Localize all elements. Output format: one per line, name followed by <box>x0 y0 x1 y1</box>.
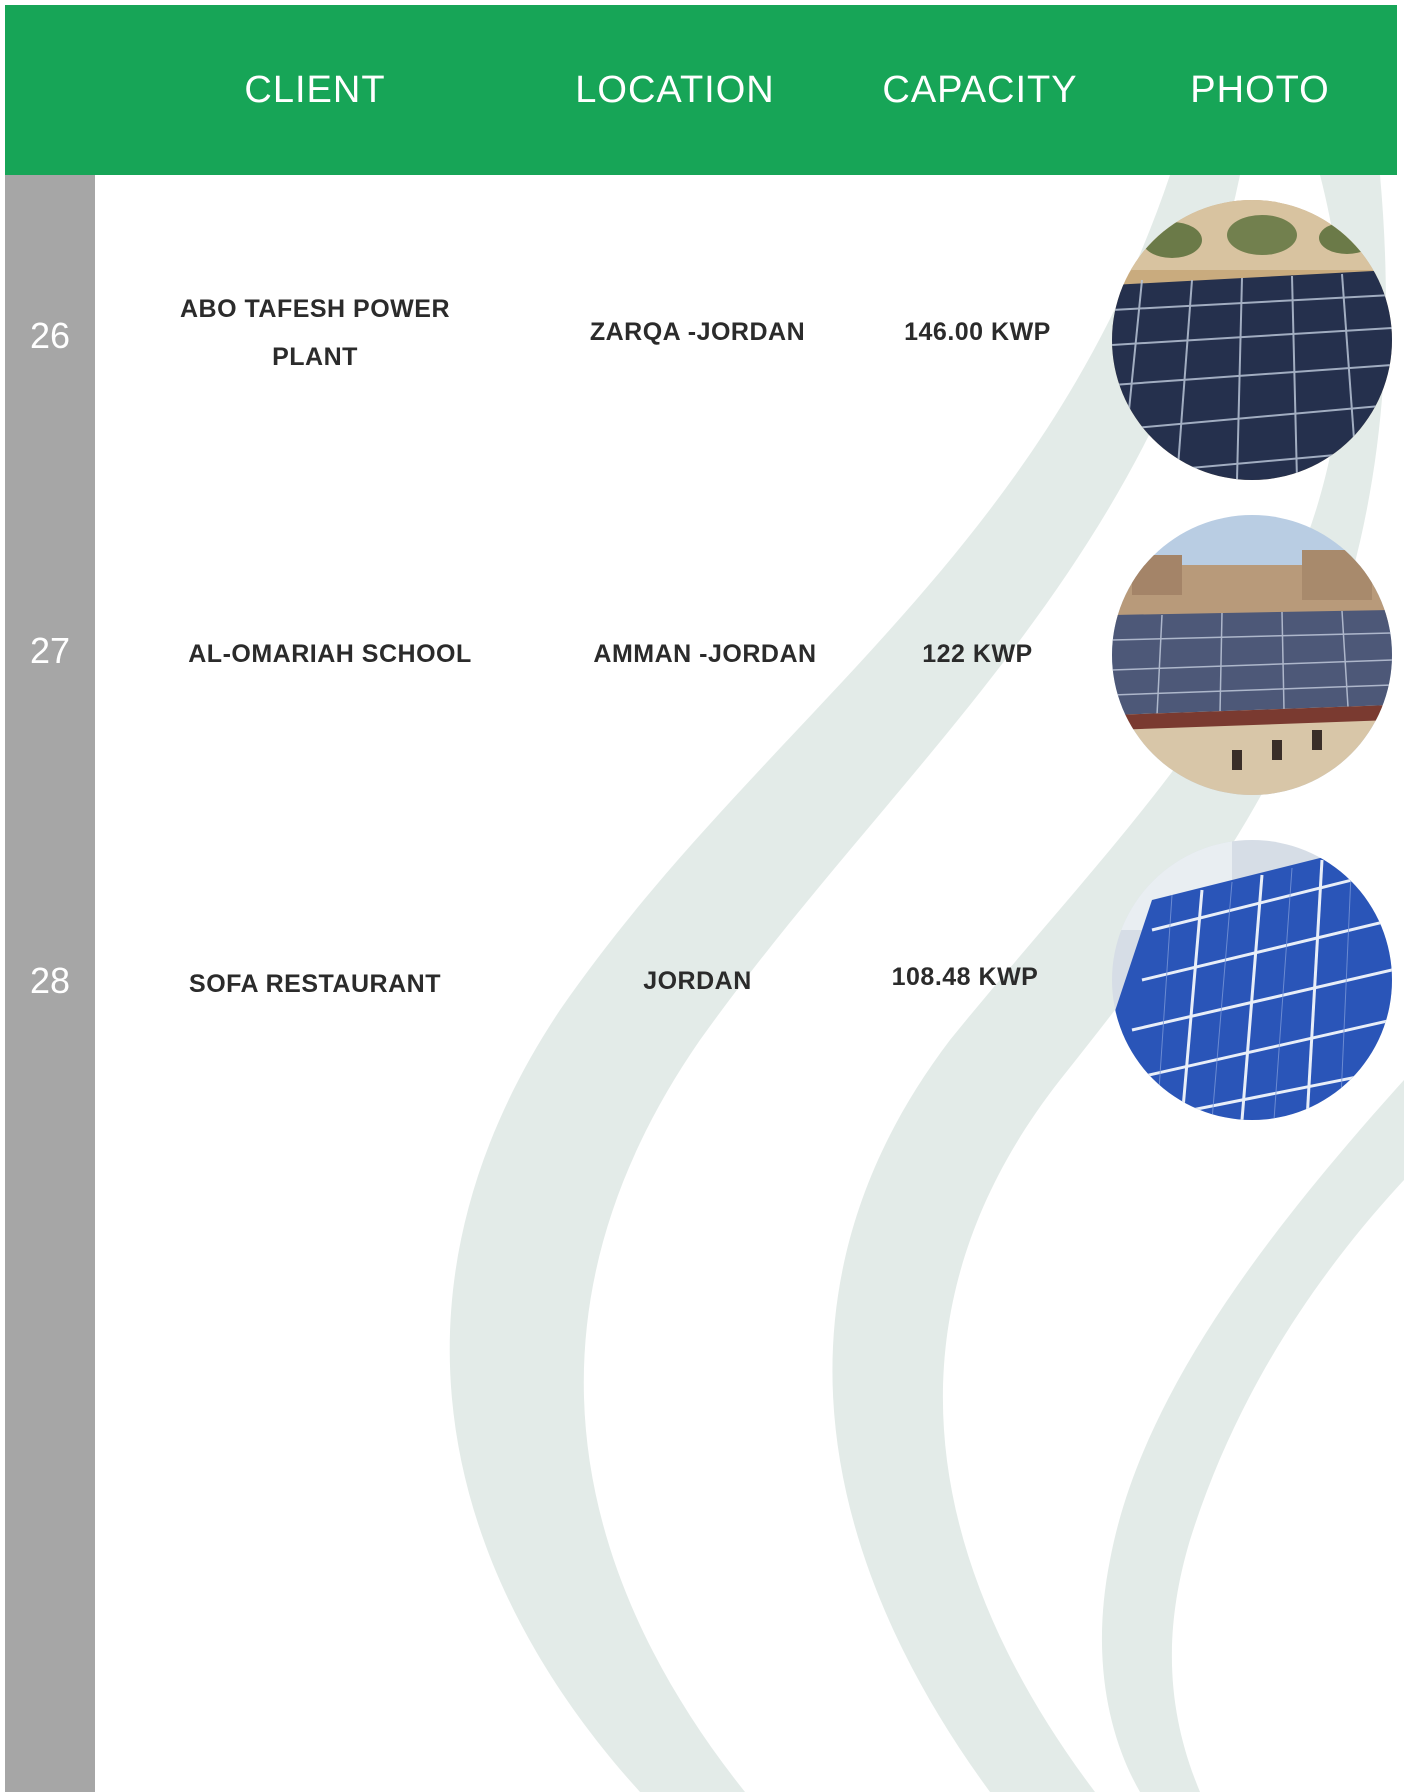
wave-shape-2 <box>832 175 1386 1792</box>
column-header-location: LOCATION <box>575 69 775 111</box>
project-photo <box>1112 515 1392 795</box>
wave-shape-3 <box>1101 1080 1404 1792</box>
table-header: CLIENT LOCATION CAPACITY PHOTO <box>5 5 1397 175</box>
location-value: JORDAN <box>643 967 752 995</box>
column-header-capacity: CAPACITY <box>882 69 1078 111</box>
client-name-line: AL-OMARIAH SCHOOL <box>188 640 472 668</box>
client-name-line: PLANT <box>272 343 358 371</box>
capacity-value: 108.48 KWP <box>891 963 1039 991</box>
rooftop-solar-school-photo <box>1112 515 1392 795</box>
project-photo <box>1112 200 1392 480</box>
row-number: 28 <box>29 960 71 1001</box>
wave-shape-1 <box>449 175 1240 1792</box>
column-header-photo: PHOTO <box>1190 69 1330 111</box>
column-header-client: CLIENT <box>244 69 386 111</box>
capacity-value: 146.00 KWP <box>904 318 1051 346</box>
capacity-value: 122 KWP <box>922 640 1033 668</box>
row-number-sidebar <box>5 175 95 1792</box>
blue-solar-panels-closeup-photo <box>1112 840 1392 1120</box>
client-name: AL-OMARIAH SCHOOL <box>160 630 500 678</box>
client-name: ABO TAFESH POWER PLANT <box>150 285 480 381</box>
client-name-line: ABO TAFESH POWER <box>179 295 451 323</box>
row-number: 27 <box>29 630 71 671</box>
location-value: AMMAN -JORDAN <box>593 640 817 668</box>
client-name: SOFA RESTAURANT <box>150 960 480 1008</box>
row-number: 26 <box>29 315 71 356</box>
project-photo <box>1112 840 1392 1120</box>
client-name-line: SOFA RESTAURANT <box>189 970 441 998</box>
location-value: ZARQA -JORDAN <box>589 318 806 346</box>
solar-panel-field-photo <box>1112 200 1392 480</box>
